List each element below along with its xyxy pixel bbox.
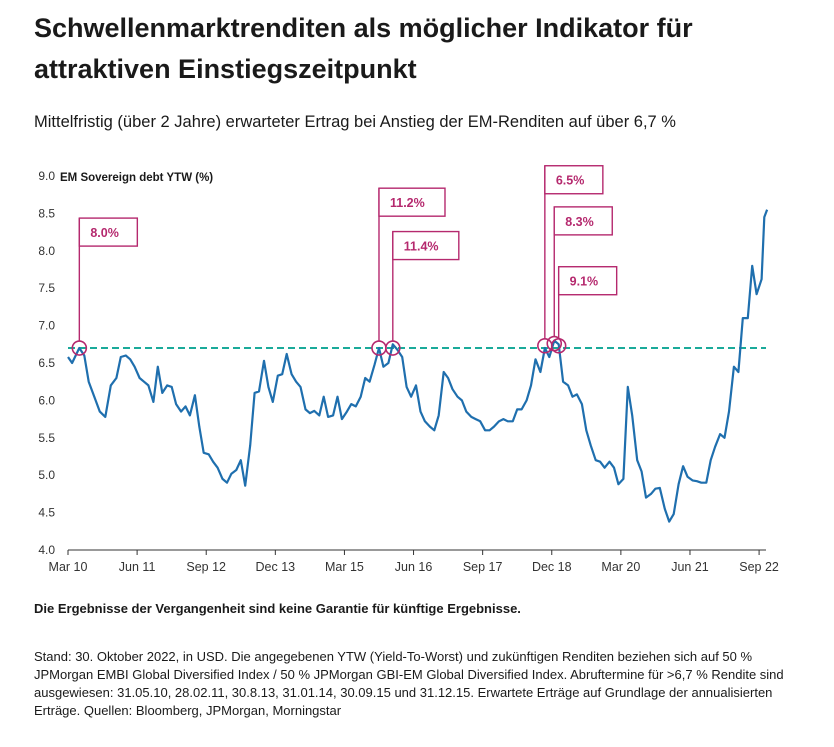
yield-line-chart: 4.0 4.5 5.0 5.5 6.0 6.5 7.0 7.5 8.0 8.5 9.0 Mar 10… (38, 165, 779, 574)
y-tick-label: 5.0 (38, 468, 55, 482)
annotation-label: 9.1% (570, 275, 599, 289)
annotation-marker (550, 337, 567, 354)
y-tick-label: 9.0 (38, 169, 55, 183)
x-tick-label: Jun 21 (671, 560, 709, 574)
x-tick-label: Mar 10 (49, 560, 88, 574)
y-tick-label: 8.5 (38, 206, 55, 220)
y-axis-label: EM Sovereign debt YTW (%) (60, 172, 213, 184)
annotation-callout: 11.4% (385, 230, 460, 356)
y-tick-label: 4.5 (38, 506, 55, 520)
y-tick-label: 5.5 (38, 431, 55, 445)
annotation-callout: 6.5% (537, 165, 604, 354)
annotation-marker (385, 340, 401, 356)
annotation-callout: 11.2% (371, 187, 446, 356)
x-tick-label: Jun 11 (119, 560, 156, 574)
annotation-label: 11.2% (390, 196, 425, 210)
y-tick-label: 8.0 (38, 244, 55, 258)
x-tick-label: Sep 17 (463, 560, 503, 574)
annotation-box (544, 165, 604, 195)
x-axis: Mar 10 Jun 11 Sep 12 Dec 13 Mar 15 Jun 16 Sep … (49, 549, 779, 574)
annotations: 8.0% 11.2% 11.4% 6.5% 8.3% 9.1% (71, 165, 618, 356)
annotation-label: 11.4% (404, 240, 439, 254)
x-tick-label: Dec 18 (532, 560, 572, 574)
x-tick-label: Mar 15 (325, 560, 364, 574)
annotation-box (557, 266, 618, 296)
annotation-callout: 8.3% (546, 206, 613, 352)
annotation-box (378, 187, 446, 217)
chart-subtitle: Mittelfristig (über 2 Jahre) erwarteter … (34, 113, 676, 131)
annotation-callout: 8.0% (71, 217, 139, 356)
x-tick-label: Dec 13 (256, 560, 296, 574)
annotation-box (78, 217, 139, 247)
y-tick-label: 7.5 (38, 281, 55, 295)
y-tick-label: 6.0 (38, 393, 55, 407)
annotation-label: 8.3% (565, 215, 594, 229)
y-tick-label: 7.0 (38, 319, 55, 333)
x-tick-label: Jun 16 (395, 560, 433, 574)
annotation-box (553, 206, 613, 236)
x-tick-label: Mar 20 (601, 560, 640, 574)
y-tick-label: 6.5 (38, 356, 55, 370)
series-line-em-ytw (67, 209, 769, 523)
x-tick-label: Sep 22 (739, 560, 779, 574)
annotation-box (392, 230, 460, 261)
footnote-sources: Stand: 30. Oktober 2022, in USD. Die ang… (34, 649, 784, 718)
annotation-label: 8.0% (90, 226, 119, 240)
x-tick-label: Sep 12 (186, 560, 226, 574)
chart-title: Schwellenmarktrenditen als möglicher Ind… (34, 13, 693, 84)
annotation-marker (71, 340, 88, 356)
annotation-label: 6.5% (556, 174, 585, 188)
disclaimer: Die Ergebnisse der Vergangenheit sind ke… (34, 601, 521, 616)
y-axis: 4.0 4.5 5.0 5.5 6.0 6.5 7.0 7.5 8.0 8.5 9.0 (38, 169, 55, 557)
y-tick-label: 4.0 (38, 543, 55, 557)
annotation-callout: 9.1% (550, 266, 618, 354)
